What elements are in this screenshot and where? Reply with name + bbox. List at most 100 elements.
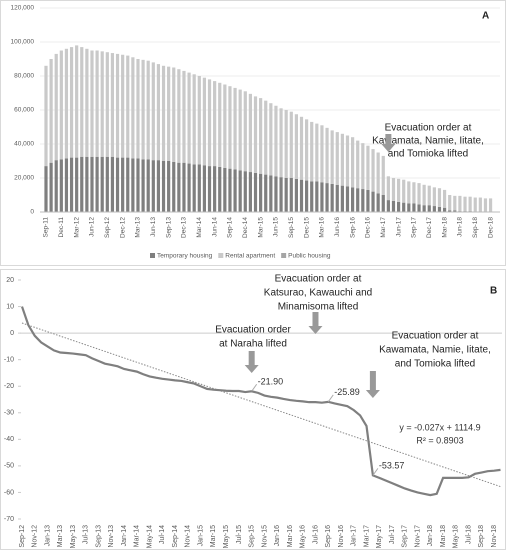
y-tick-label: -20 [4,383,14,390]
bar-segment [402,202,406,212]
bar-segment [412,203,416,212]
x-tick-label: Jan-16 [274,525,281,547]
x-tick-label: Sep-16 [325,525,332,548]
annotation: Minamisoma lifted [278,302,359,313]
bar-segment [192,74,196,165]
bar-segment [386,200,390,212]
bar-segment [473,197,477,212]
x-tick-label: Dec-17 [426,217,433,238]
bar-segment [238,89,242,171]
bar-segment [218,166,222,212]
y-tick-label: 10 [6,303,14,310]
bar-segment [228,168,232,212]
bar-segment [136,158,140,212]
trend-line [21,322,501,488]
bar-segment [248,93,252,173]
bar-segment [197,76,201,165]
x-tick-label: Jan-14 [121,525,128,547]
bar-segment [110,156,115,212]
bar-segment [448,195,452,211]
x-tick-label: Sep-14 [172,525,179,548]
bar-segment [233,169,237,212]
bar-segment [121,157,125,212]
y-tick-label: 60,000 [14,107,34,114]
bar-segment [305,180,309,212]
x-tick-label: Mar-15 [210,525,217,547]
y-tick-label: 0 [30,209,34,216]
panel-letter: B [490,286,497,297]
bar-segment [463,196,467,212]
x-tick-label: Mar-12 [73,217,80,238]
x-tick-label: Dec-11 [58,217,65,238]
bar-segment [289,111,293,178]
bar-segment [161,65,166,161]
y-tick-label: 20,000 [14,175,34,182]
bar-segment [187,163,191,212]
bar-segment [468,196,472,212]
bar-segment [391,178,396,201]
bar-segment [294,114,298,179]
x-tick-label: Mar-16 [287,525,294,547]
bar-segment [54,160,58,212]
bar-segment [115,53,120,158]
bar-segment [126,55,130,158]
annotation: and Tomioka lifted [388,149,468,160]
annotation: Evacuation order at [275,274,362,285]
y-tick-label: 40,000 [14,141,34,148]
x-tick-label: Jun-14 [211,217,218,237]
x-tick-label: May-15 [223,525,230,548]
x-tick-label: Nov-18 [491,525,498,548]
x-tick-label: Sep-17 [411,217,418,238]
bar-segment [299,116,304,180]
x-tick-label: Mar-13 [135,217,142,238]
bar-segment [243,91,247,172]
bar-segment [351,137,355,188]
x-tick-label: Nov-12 [32,525,39,548]
x-tick-label: Nov-16 [338,525,345,548]
bar-segment [381,155,385,195]
bar-segment [141,159,145,212]
x-tick-label: Dec-15 [303,217,310,238]
x-tick-label: Jul-13 [83,525,90,544]
y-tick-label: 20 [6,277,14,284]
bar-segment [381,195,385,212]
bar-segment [356,140,360,189]
y-tick-label: -50 [4,463,14,470]
bar-segment [305,119,309,181]
bar-segment [69,157,74,212]
bar-segment [151,160,155,212]
x-tick-label: Mar-13 [57,525,64,547]
bar-segment [228,86,232,169]
x-tick-label: May-18 [453,525,460,548]
x-tick-label: Jan-17 [351,525,358,547]
bar-segment [156,160,161,212]
bar-segment [371,191,375,212]
x-tick-label: Nov-17 [414,525,421,548]
x-tick-label: May-16 [300,525,307,548]
bar-segment [407,181,411,204]
bar-segment [100,156,104,212]
bar-segment [259,173,263,212]
x-tick-label: Sep-18 [472,217,479,238]
bar-segment [325,183,329,212]
x-tick-label: Sep-13 [95,525,102,548]
bar-segment [54,53,58,161]
bar-segment [59,50,63,160]
bar-segment [192,164,196,212]
bar-segment [279,177,283,212]
y-tick-label: -10 [4,357,14,364]
bar-segment [182,70,186,163]
bar-segment [330,130,334,184]
x-tick-label: Mar-18 [441,217,448,238]
bar-segment [248,172,252,212]
data-label: -21.90 [258,377,284,387]
x-tick-label: Jul-17 [389,525,396,544]
bar-segment [151,62,155,161]
bar-segment [361,189,365,212]
bar-segment [172,67,176,162]
bar-segment [366,145,370,190]
bar-segment [80,156,84,212]
bar-segment [264,174,268,212]
trend-equation: y = -0.027x + 1114.9 [399,422,480,432]
annotation: at Naraha lifted [219,339,287,350]
